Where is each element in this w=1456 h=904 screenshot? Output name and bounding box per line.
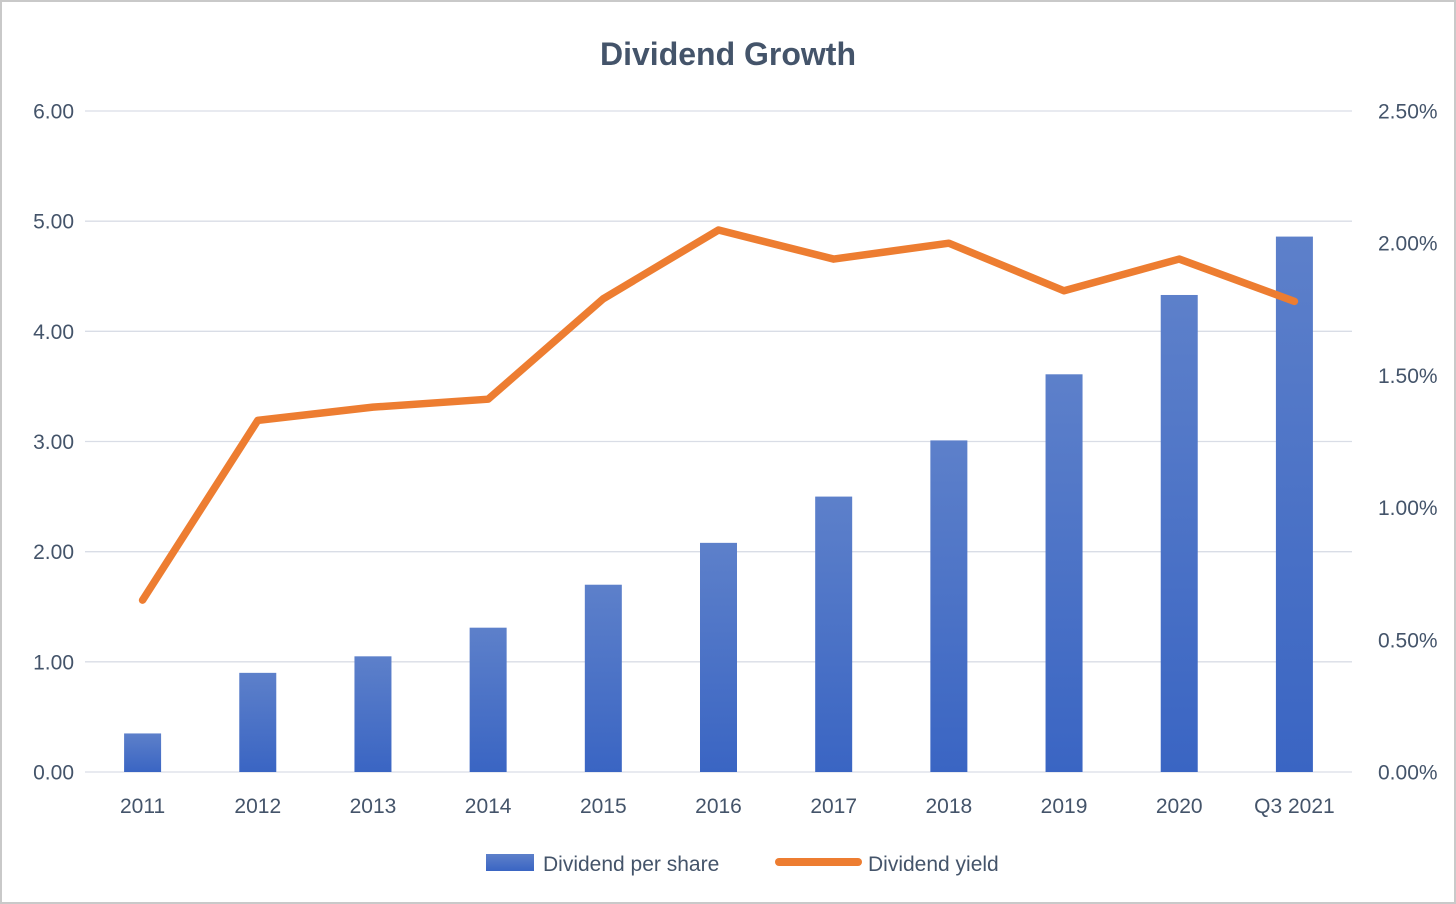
bar-2016 [700, 542, 737, 772]
bar-2014 [469, 627, 507, 772]
bar-2012 [239, 672, 277, 772]
x-axis-tick-Q3 2021: Q3 2021 [1254, 795, 1335, 818]
left-axis-tick: 3.00 [33, 431, 74, 454]
legend-line-label: Dividend yield [868, 853, 999, 876]
right-axis-tick-labels: 2.50% 2.00% 1.50% 1.00% 0.50% 0.00% [1378, 101, 1438, 785]
x-axis-tick-2018: 2018 [926, 795, 973, 818]
right-axis-tick: 2.50% [1378, 101, 1438, 124]
bar-Q3 2021 [1275, 236, 1313, 773]
x-axis-tick-2013: 2013 [350, 795, 397, 818]
bar-series-dividend-per-share [124, 236, 1313, 773]
line-series-dividend-yield [138, 226, 1299, 604]
bar-2013 [354, 656, 392, 772]
right-axis-tick: 1.50% [1378, 365, 1438, 388]
x-axis-tick-2017: 2017 [810, 795, 857, 818]
legend-bar-label: Dividend per share [543, 853, 719, 876]
x-axis-tick-2016: 2016 [695, 795, 742, 818]
x-axis-tick-2011: 2011 [120, 795, 165, 818]
left-axis-tick: 1.00 [33, 651, 74, 674]
left-axis-tick: 2.00 [33, 541, 74, 564]
x-axis-tick-2019: 2019 [1041, 795, 1088, 818]
x-axis-tick-2015: 2015 [580, 795, 627, 818]
bar-2017 [815, 496, 853, 772]
right-axis-tick: 1.00% [1378, 497, 1438, 520]
bar-2018 [930, 440, 968, 772]
legend-bar-swatch-icon [486, 854, 534, 871]
bar-2020 [1160, 294, 1198, 772]
x-axis-tick-2014: 2014 [465, 795, 512, 818]
left-axis-tick: 0.00 [33, 762, 74, 785]
bar-2011 [124, 733, 162, 772]
bar-2019 [1045, 374, 1083, 772]
chart-title: Dividend Growth [600, 36, 856, 72]
x-axis-tick-2020: 2020 [1156, 795, 1203, 818]
left-axis-tick: 6.00 [33, 101, 74, 124]
right-axis-tick: 0.00% [1378, 762, 1438, 785]
x-axis-tick-labels: 2011 2012 2013 2014 2015 2016 2017 2018 2019 2020… [120, 795, 1335, 818]
legend: Dividend per share Dividend yield [486, 853, 999, 876]
right-axis-tick: 2.00% [1378, 233, 1438, 256]
left-axis-tick-labels: 6.00 5.00 4.00 3.00 2.00 1.00 0.00 [33, 101, 74, 785]
right-axis-tick: 0.50% [1378, 629, 1438, 652]
left-axis-tick: 4.00 [33, 321, 74, 344]
left-axis-tick: 5.00 [33, 211, 74, 234]
bar-2015 [584, 584, 622, 772]
x-axis-tick-2012: 2012 [234, 795, 281, 818]
